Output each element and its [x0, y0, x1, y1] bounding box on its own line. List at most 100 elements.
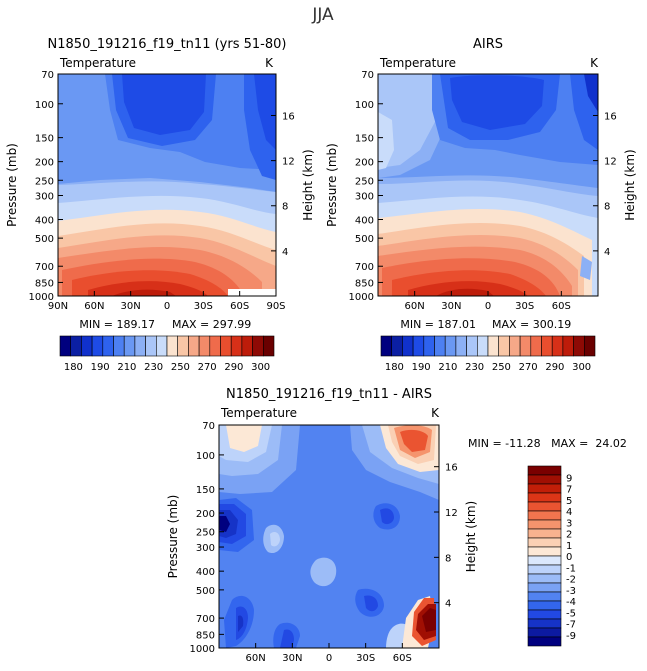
colorbar-label: 230: [465, 362, 484, 373]
height-tick-label: 4: [445, 599, 451, 610]
y-tick-label: 700: [196, 614, 215, 625]
colorbar-swatch: [91, 335, 104, 357]
y-tick-label: 70: [202, 421, 215, 432]
y-tick-label: 200: [35, 158, 54, 169]
colorbar-swatch: [262, 335, 275, 357]
colorbar-label: 290: [224, 362, 243, 373]
colorbar-swatch: [583, 335, 596, 357]
colorbar-swatch: [527, 555, 562, 566]
colorbar-swatch: [102, 335, 114, 357]
contour-band: [584, 74, 598, 112]
contour-band: [408, 281, 528, 296]
y-tick-label: 150: [196, 485, 215, 496]
panel-airs-title: AIRS: [473, 37, 503, 52]
contour-band: [112, 289, 176, 296]
height-tick-label: 12: [604, 157, 617, 168]
y-tick-label: 850: [196, 630, 215, 641]
y-axis-title: Pressure (mb): [166, 495, 180, 579]
y-tick-label: 1000: [349, 292, 374, 303]
panel-model: N1850_191216_f19_tn11 (yrs 51-80) Temper…: [5, 37, 315, 331]
y-tick-label: 250: [355, 176, 374, 187]
colorbar-swatch: [113, 335, 125, 357]
colorbar-swatch: [380, 335, 392, 357]
colorbar-swatch: [188, 335, 200, 357]
colorbar-swatch: [241, 335, 253, 357]
y-tick-label: 100: [35, 100, 54, 111]
y-tick-label: 700: [355, 262, 374, 273]
panel-airs-max: MAX = 300.19: [492, 318, 571, 331]
panel-diff-axes: 70 100 150 200 250 300 400 500 700 850 1000 4 8 12 16 6…: [166, 421, 478, 664]
colorbar-swatch: [59, 335, 71, 357]
y-tick-label: 200: [355, 158, 374, 169]
y-tick-label: 70: [361, 70, 374, 81]
colorbar-swatch: [177, 335, 189, 357]
x-tick-label: 0: [485, 301, 491, 312]
colorbar-swatch: [527, 609, 562, 620]
x-tick-label: 30N: [121, 301, 141, 312]
contour-band: [364, 595, 378, 612]
height-tick-label: 8: [282, 202, 288, 213]
panel-model-axes: 70 100 150 200 250 300 400 500 700 850 1000 4 8 12 16 9…: [5, 70, 315, 312]
contour-band: [380, 508, 394, 525]
y-tick-label: 250: [35, 176, 54, 187]
y-tick-label: 300: [35, 191, 54, 202]
x-tick-label: 30S: [515, 301, 534, 312]
contour-band: [238, 615, 244, 632]
colorbar-label: 210: [117, 362, 136, 373]
y-tick-label: 400: [196, 567, 215, 578]
panel-model-left-label: Temperature: [59, 56, 136, 70]
height-tick-label: 16: [282, 111, 295, 122]
panel-airs-left-label: Temperature: [379, 56, 456, 70]
colorbar-model: 180 190 210 230 250 270 290 300: [59, 335, 275, 373]
x-tick-label: 90N: [48, 301, 68, 312]
contour-band: [254, 74, 276, 150]
colorbar-swatch: [551, 335, 564, 357]
y-tick-label: 70: [41, 70, 54, 81]
colorbar-label: -2: [566, 575, 576, 586]
colorbar-label: -9: [566, 631, 576, 642]
y-tick-label: 300: [196, 543, 215, 554]
colorbar-label: 5: [566, 496, 572, 507]
colorbar-swatch: [487, 335, 499, 357]
colorbar-swatch: [527, 600, 562, 611]
y-axis-title: Pressure (mb): [325, 143, 339, 227]
colorbar-label: 190: [91, 362, 110, 373]
colorbar-swatch: [423, 335, 435, 357]
colorbar-airs: 180 190 210 230 250 270 290 300: [380, 335, 596, 373]
contour-band: [270, 532, 280, 547]
height-tick-label: 8: [604, 202, 610, 213]
height-tick-label: 12: [282, 157, 295, 168]
x-tick-label: 60S: [552, 301, 571, 312]
colorbar-swatch: [527, 591, 562, 602]
y-tick-label: 700: [35, 262, 54, 273]
panel-model-title: N1850_191216_f19_tn11 (yrs 51-80): [48, 37, 287, 52]
colorbar-label: 1: [566, 541, 572, 552]
colorbar-swatch: [145, 335, 157, 357]
contour-band: [378, 112, 394, 170]
colorbar-label: 230: [144, 362, 163, 373]
y-tick-label: 150: [355, 134, 374, 145]
y-tick-label: 300: [355, 191, 374, 202]
x-tick-label: 60S: [230, 301, 249, 312]
height-tick-label: 8: [445, 553, 451, 564]
y-tick-label: 200: [196, 509, 215, 520]
panel-model-min: MIN = 189.17: [79, 318, 155, 331]
colorbar-label: 270: [198, 362, 217, 373]
y-tick-label: 850: [355, 278, 374, 289]
colorbar-swatch: [156, 335, 168, 357]
panel-airs-min: MIN = 187.01: [400, 318, 476, 331]
contour-band: [310, 557, 337, 587]
colorbar-swatch: [434, 335, 446, 357]
height-tick-label: 4: [282, 247, 288, 258]
colorbar-swatch: [476, 335, 489, 357]
colorbar-label: 290: [545, 362, 564, 373]
colorbar-swatch: [498, 335, 510, 357]
x-tick-label: 90S: [266, 301, 285, 312]
x-tick-label: 30N: [282, 653, 302, 664]
colorbar-swatch: [466, 335, 478, 357]
colorbar-label: 300: [251, 362, 270, 373]
x-tick-label: 0: [326, 653, 332, 664]
y-tick-label: 400: [35, 216, 54, 227]
colorbar-label: -1: [566, 563, 576, 574]
